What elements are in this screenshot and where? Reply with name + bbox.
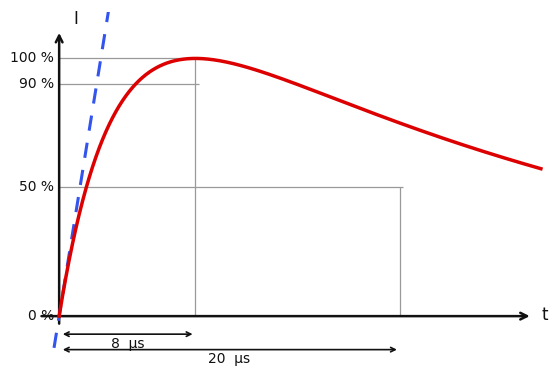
Text: I: I	[74, 9, 79, 28]
Text: 100 %: 100 %	[10, 52, 54, 65]
Text: 0 %: 0 %	[28, 309, 54, 323]
Text: 50 %: 50 %	[19, 180, 54, 194]
Text: 8  μs: 8 μs	[110, 337, 144, 351]
Text: t: t	[541, 306, 548, 324]
Text: 90 %: 90 %	[19, 77, 54, 91]
Text: 20  μs: 20 μs	[208, 352, 250, 366]
